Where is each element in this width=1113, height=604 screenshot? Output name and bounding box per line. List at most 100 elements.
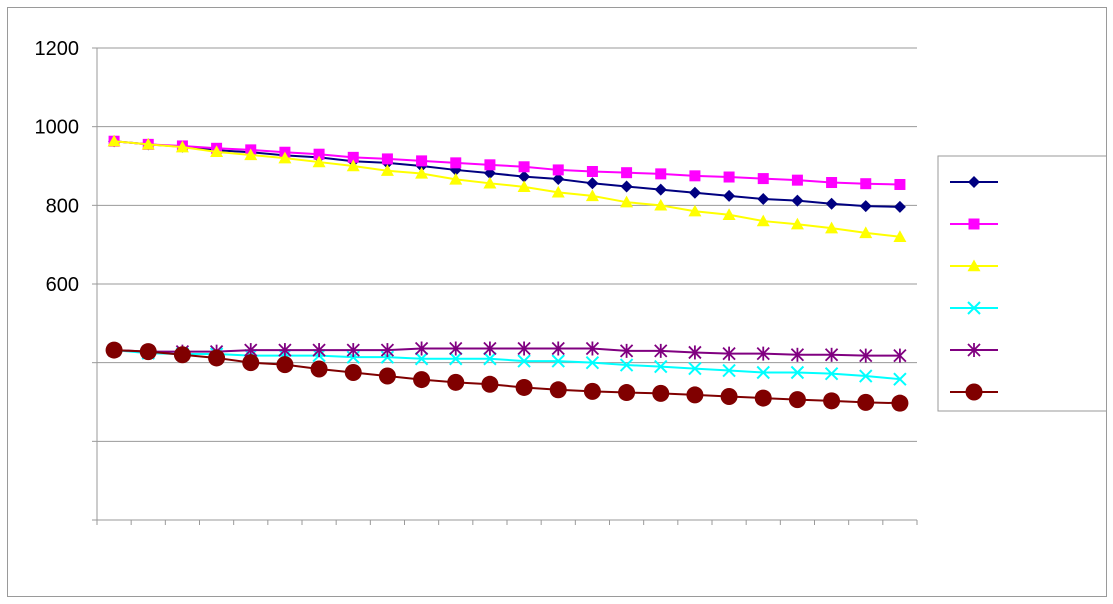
series-5-point-14 [551,341,565,356]
series-3-point-4 [210,145,224,158]
line-chart: 600 800 1000 1200 [35,38,1106,525]
series-6-point-19 [720,387,738,405]
series-4-point-20 [756,365,770,380]
series-6-point-4 [208,349,226,367]
series-3-point-1 [107,134,121,147]
legend-marker-3 [967,259,981,272]
series-3-point-23 [859,226,873,239]
series-6-point-8 [344,364,362,381]
series-2-point-9 [381,153,393,165]
legend-entry-2 [950,218,998,230]
series-3-point-2 [141,137,155,150]
series-6 [105,341,909,412]
series-3-point-17 [654,198,668,211]
series-4-point-10 [414,352,429,366]
series-3-point-18 [688,204,702,217]
series-5-point-13 [517,341,531,356]
series-3-point-16 [620,195,634,208]
series-2-point-7 [313,148,325,160]
series-5-point-16 [619,343,634,358]
series-6-point-9 [378,367,396,385]
series-3-point-8 [346,159,360,172]
series-1 [108,135,906,213]
y-axis-tick-labels: 600 800 1000 1200 [35,38,80,296]
series-4-point-21 [790,365,805,380]
series-2-point-11 [450,157,462,169]
series-4-point-23 [859,369,873,383]
series-3-point-11 [449,172,463,185]
series-6-point-2 [139,343,157,361]
series-2-point-8 [347,151,359,163]
series-2-point-19 [723,171,735,183]
series-2-point-16 [621,167,633,179]
series-3-point-21 [790,217,804,230]
series-4-point-12 [483,352,497,366]
series-6-point-1 [105,341,123,359]
series-3-point-13 [517,180,531,193]
series-6-point-6 [276,356,294,374]
series-4-point-11 [449,352,463,366]
series-1-point-24 [893,200,906,213]
series-2 [108,135,906,190]
legend-box [937,155,1106,412]
series-4-point-17 [654,359,668,374]
series-6-point-11 [447,373,465,391]
plot-area [105,134,909,412]
series-6-point-15 [583,382,601,400]
series-6-point-24 [891,394,909,412]
series-2-point-13 [518,161,530,173]
series-4-point-24 [893,372,907,386]
grid-lines [97,47,917,442]
legend-entry-5 [950,343,998,357]
series-3-point-20 [756,214,770,227]
series-3-point-7 [312,155,326,168]
series-5-point-23 [859,348,873,363]
series-6-point-20 [754,389,772,407]
series-3-point-6 [278,151,292,164]
series-5-point-24 [893,348,907,363]
series-3-point-19 [722,208,736,220]
series-6-point-16 [618,384,636,402]
series-4-point-14 [551,354,565,368]
series-1-point-18 [688,186,701,199]
series-2-point-24 [894,178,906,190]
series-3-point-10 [415,166,429,179]
series-5-point-9 [380,343,395,358]
series-5-point-20 [756,346,770,361]
series-5-point-6 [278,343,292,358]
y-tick-label-600: 600 [46,274,79,296]
series-2-point-17 [655,168,667,180]
series-2-point-10 [416,155,428,167]
series-2-point-14 [552,164,564,176]
series-6-point-13 [515,378,533,396]
y-tick-label-800: 800 [46,195,79,217]
legend-entry-3 [950,259,998,272]
series-4-point-16 [619,358,634,372]
series-2-point-21 [791,174,803,186]
legend-entry-4 [950,301,998,315]
series-3-point-3 [175,140,189,153]
series-3-point-22 [825,221,839,234]
series-6-point-17 [652,384,670,402]
series-5-point-12 [483,341,497,356]
series-6-point-22 [823,392,841,410]
y-tick-label-1000: 1000 [35,117,80,139]
legend-marker-1 [968,176,980,188]
series-3-line [113,140,901,238]
legend-marker-6 [965,383,983,401]
series-5-point-10 [414,341,429,356]
series-5-point-15 [585,341,600,356]
series-6-point-7 [310,360,328,378]
series-6-point-14 [549,381,567,399]
series-4-point-18 [688,361,702,376]
series-4-point-22 [824,366,839,381]
series-3 [107,134,907,242]
series-2-line [113,140,900,186]
series-5-point-18 [688,345,702,360]
legend-marker-4 [967,301,981,315]
series-3-point-9 [380,164,394,176]
series-5-point-22 [824,347,839,362]
series-5-point-11 [449,341,463,356]
series-2-point-18 [689,170,701,182]
series-5-point-17 [654,343,668,358]
